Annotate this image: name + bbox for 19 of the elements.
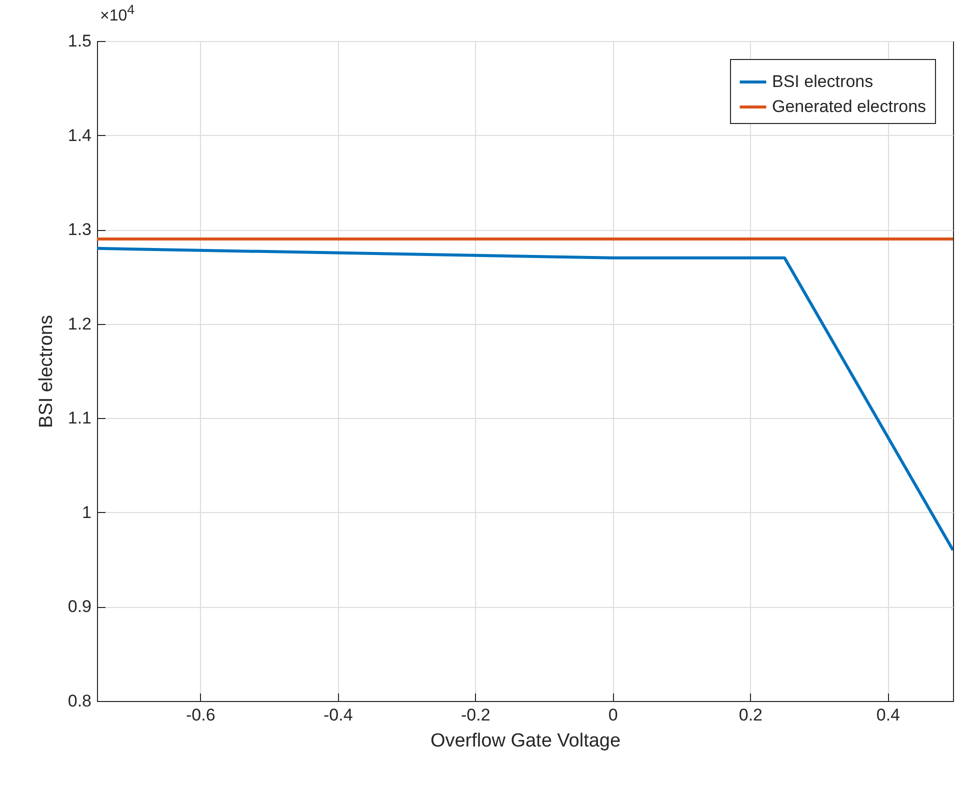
y-tick-label: 0.8 bbox=[68, 692, 92, 710]
y-axis-title: BSI electrons bbox=[36, 315, 57, 428]
x-tick-label: -0.4 bbox=[323, 706, 353, 724]
y-tick-label: 1.5 bbox=[68, 32, 92, 50]
legend-label: Generated electrons bbox=[772, 97, 926, 116]
x-tick-label: 0 bbox=[608, 706, 618, 724]
y-tick-label: 1.1 bbox=[68, 408, 92, 428]
y-tick-label: 1.2 bbox=[68, 314, 92, 334]
y-tick-label: 0.9 bbox=[68, 597, 92, 616]
legend-label: BSI electrons bbox=[772, 72, 874, 91]
x-tick-label: 0.4 bbox=[876, 706, 900, 724]
y-tick-label: 1.3 bbox=[68, 220, 92, 240]
x-tick-label: -0.6 bbox=[186, 706, 216, 724]
y-tick-label: 1.4 bbox=[68, 126, 92, 145]
x-tick-label: -0.2 bbox=[461, 706, 490, 724]
x-axis-title: Overflow Gate Voltage bbox=[430, 730, 621, 752]
y-tick-label: 1 bbox=[82, 502, 92, 522]
x-tick-label: 0.2 bbox=[738, 706, 762, 724]
text: ×10$^{4}$ bbox=[100, 2, 135, 26]
